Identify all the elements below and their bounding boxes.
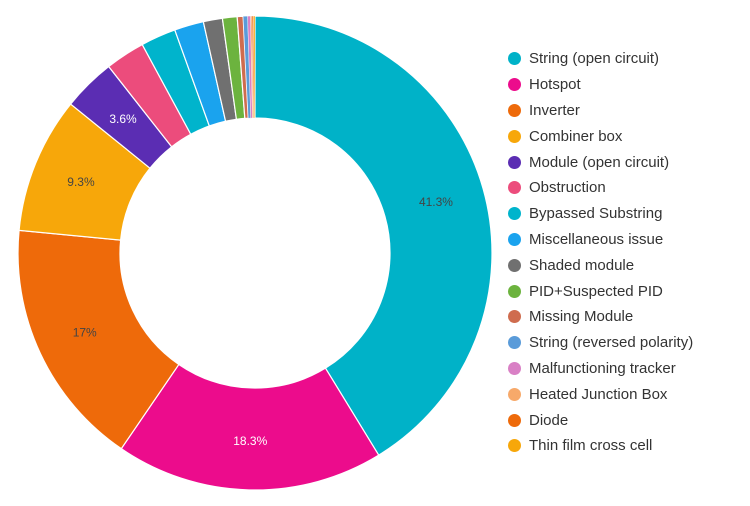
legend-item-pid-suspected-pid: PID+Suspected PID	[508, 278, 693, 304]
legend-label: Heated Junction Box	[529, 385, 668, 403]
donut-slice-labels: 41.3% 18.3% 17% 9.3% 3.6%	[67, 112, 453, 448]
legend-label: String (reversed polarity)	[529, 334, 694, 352]
legend-swatch	[508, 258, 521, 272]
legend-swatch	[508, 129, 521, 143]
legend-swatch	[508, 232, 521, 246]
legend-label: String (open circuit)	[529, 50, 660, 68]
legend-label: Miscellaneous issue	[529, 230, 664, 248]
slice-thin-film-cross-cell	[253, 15, 256, 119]
slice-inverter	[17, 229, 180, 450]
legend-swatch	[508, 439, 521, 453]
legend-swatch	[508, 361, 521, 375]
slice-label-string-open-circuit: 41.3%	[419, 195, 453, 209]
legend-item-diode: Diode	[508, 407, 693, 433]
slice-string-open-circuit	[254, 15, 493, 456]
legend-label: Bypassed Substring	[529, 205, 663, 223]
donut-slices	[17, 15, 493, 491]
slice-hotspot	[120, 363, 380, 491]
donut-chart: 41.3% 18.3% 17% 9.3% 3.6%	[17, 15, 493, 491]
legend-item-obstruction: Obstruction	[508, 175, 693, 201]
legend-swatch	[508, 207, 521, 221]
slice-label-inverter: 17%	[73, 326, 97, 340]
legend-swatch	[508, 336, 521, 350]
legend-swatch	[508, 310, 521, 324]
legend-item-inverter: Inverter	[508, 98, 693, 124]
legend-label: Inverter	[529, 101, 580, 119]
legend-swatch	[508, 78, 521, 92]
legend-item-hotspot: Hotspot	[508, 72, 693, 98]
legend-label: Malfunctioning tracker	[529, 359, 676, 377]
legend-item-string-reversed-polarity: String (reversed polarity)	[508, 330, 693, 356]
legend-label: Combiner box	[529, 127, 623, 145]
legend-label: Thin film cross cell	[529, 437, 653, 455]
slice-label-combiner-box: 9.3%	[67, 175, 95, 189]
legend-swatch	[508, 52, 521, 66]
slice-label-module-open-circuit: 3.6%	[109, 112, 137, 126]
chart-legend: String (open circuit) Hotspot Inverter Comb…	[508, 46, 693, 459]
legend-label: Diode	[529, 411, 569, 429]
legend-item-missing-module: Missing Module	[508, 304, 693, 330]
legend-swatch	[508, 155, 521, 169]
legend-item-shaded-module: Shaded module	[508, 252, 693, 278]
legend-item-thin-film-cross-cell: Thin film cross cell	[508, 433, 693, 459]
legend-item-heated-junction-box: Heated Junction Box	[508, 381, 693, 407]
legend-item-string-open-circuit: String (open circuit)	[508, 46, 693, 72]
legend-swatch	[508, 284, 521, 298]
legend-label: Shaded module	[529, 256, 635, 274]
legend-swatch	[508, 181, 521, 195]
legend-label: PID+Suspected PID	[529, 282, 663, 300]
legend-item-combiner-box: Combiner box	[508, 123, 693, 149]
legend-label: Module (open circuit)	[529, 153, 670, 171]
legend-swatch	[508, 413, 521, 427]
slice-label-hotspot: 18.3%	[233, 434, 267, 448]
legend-item-module-open-circuit: Module (open circuit)	[508, 149, 693, 175]
legend-label: Missing Module	[529, 308, 634, 326]
legend-item-miscellaneous-issue: Miscellaneous issue	[508, 227, 693, 253]
legend-swatch	[508, 387, 521, 401]
legend-swatch	[508, 103, 521, 117]
legend-item-bypassed-substring: Bypassed Substring	[508, 201, 693, 227]
legend-label: Obstruction	[529, 179, 606, 197]
legend-item-malfunctioning-tracker: Malfunctioning tracker	[508, 356, 693, 382]
legend-label: Hotspot	[529, 76, 581, 94]
